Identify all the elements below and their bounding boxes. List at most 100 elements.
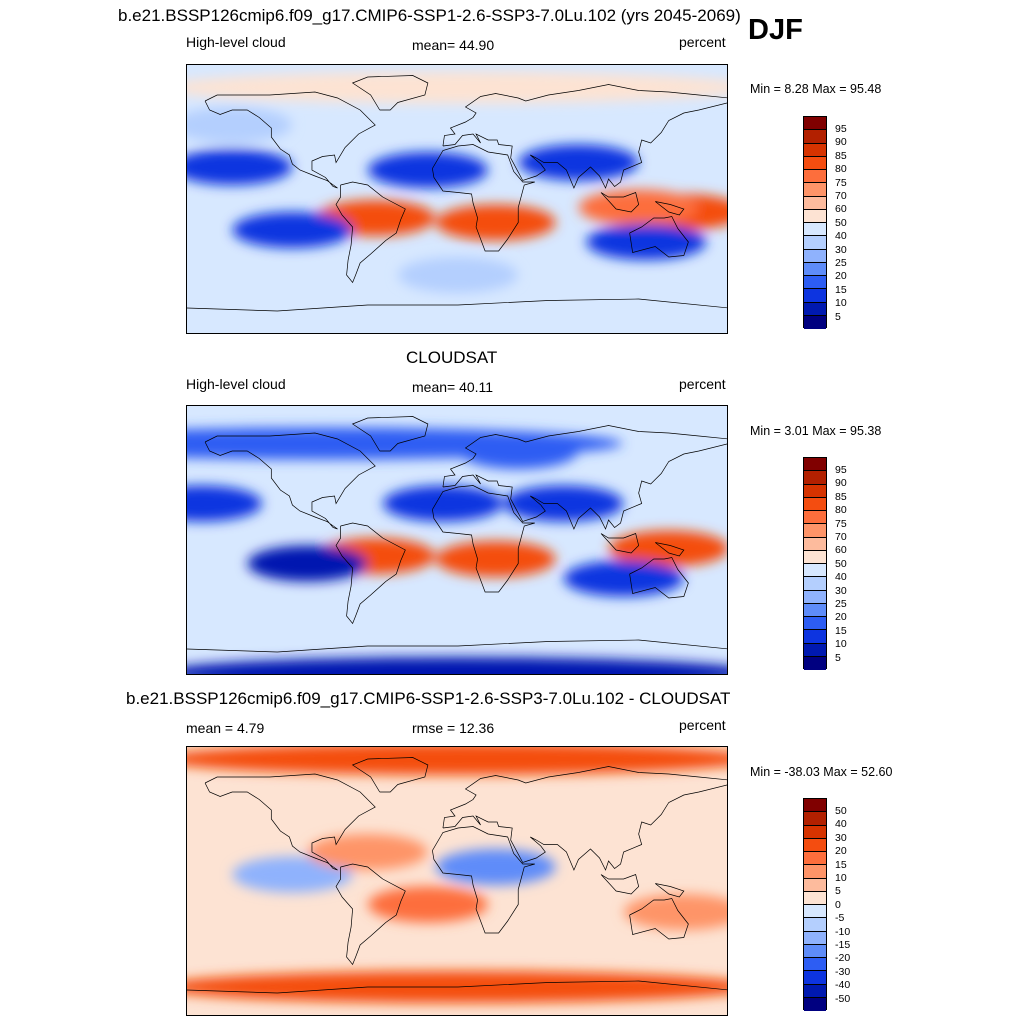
colorbar-tick-label: 95 — [835, 123, 847, 135]
panel-3-center-label: rmse = 12.36 — [412, 720, 495, 736]
colorbar-swatch — [804, 209, 826, 223]
coastline — [600, 192, 640, 213]
panel-2-right-label: percent — [679, 376, 726, 392]
colorbar-tick-label: 30 — [835, 831, 847, 844]
colorbar-swatch — [804, 799, 826, 813]
panel-3-minmax: Min = -38.03 Max = 52.60 — [750, 765, 893, 779]
colorbar-swatch — [804, 656, 826, 670]
field-anomaly — [232, 856, 353, 893]
coastline — [204, 432, 376, 530]
coastline — [655, 201, 685, 216]
coastline — [351, 757, 429, 793]
colorbar-tick-label: -10 — [835, 925, 851, 938]
coastline — [351, 416, 429, 452]
colorbar-swatch — [804, 537, 826, 551]
colorbar-swatch — [804, 471, 826, 485]
panel-3-colorbar — [803, 798, 827, 1011]
colorbar-swatch — [804, 289, 826, 303]
coastline — [655, 883, 685, 898]
colorbar-tick-label: 20 — [835, 611, 847, 624]
colorbar-swatch — [804, 971, 826, 985]
colorbar-swatch — [804, 117, 826, 131]
colorbar-tick-label: 80 — [835, 163, 847, 176]
coastline — [204, 773, 376, 871]
colorbar-swatch — [804, 891, 826, 905]
colorbar-swatch — [804, 511, 826, 525]
colorbar-swatch — [804, 878, 826, 892]
colorbar-tick-label: 60 — [835, 203, 847, 216]
field-anomaly — [232, 212, 353, 248]
coastline — [442, 425, 727, 530]
panel-2-center-label: mean= 40.11 — [412, 379, 494, 395]
colorbar-swatch — [804, 236, 826, 250]
field-anomaly — [307, 834, 428, 870]
coastline — [600, 874, 640, 895]
season-label: DJF — [748, 14, 803, 46]
field-anomaly — [367, 886, 488, 923]
field-map — [187, 747, 727, 1015]
colorbar-swatch — [804, 262, 826, 276]
colorbar-swatch — [804, 564, 826, 578]
field-anomaly — [563, 560, 684, 597]
coastline — [629, 557, 689, 599]
colorbar-swatch — [804, 812, 826, 826]
coastline — [204, 91, 376, 189]
colorbar-tick-label: 50 — [835, 216, 847, 229]
coastline — [629, 898, 689, 940]
coastline — [432, 485, 535, 593]
colorbar-swatch — [804, 497, 826, 511]
colorbar-tick-label: 70 — [835, 190, 847, 202]
colorbar-swatch — [804, 905, 826, 919]
colorbar-swatch — [804, 958, 826, 972]
panel-2-title: CLOUDSAT — [406, 348, 498, 367]
colorbar-swatch — [804, 603, 826, 617]
field-anomaly — [187, 485, 263, 522]
field-anomaly — [187, 71, 727, 104]
field-anomaly — [578, 189, 699, 226]
colorbar-tick-label: 10 — [835, 297, 847, 310]
panel-2-minmax: Min = 3.01 Max = 95.38 — [750, 424, 882, 438]
colorbar-tick-label: 85 — [835, 490, 847, 503]
panel-2-colorbar — [803, 457, 827, 670]
colorbar-tick-label: 90 — [835, 136, 847, 149]
colorbar-tick-label: -20 — [835, 952, 851, 965]
colorbar-tick-label: 75 — [835, 176, 847, 189]
colorbar-tick-label: 5 — [835, 651, 841, 664]
field-anomaly — [187, 657, 727, 674]
coastline — [351, 75, 429, 111]
colorbar-tick-label: 5 — [835, 310, 841, 323]
field-anomaly — [187, 149, 293, 185]
field-anomaly — [435, 849, 556, 885]
panel-1-colorbar — [803, 116, 827, 329]
field-anomaly — [435, 204, 556, 241]
field-anomaly — [398, 257, 518, 293]
field-anomaly — [435, 541, 556, 577]
colorbar-tick-label: 90 — [835, 477, 847, 490]
coastline — [442, 766, 727, 871]
colorbar-tick-label: 95 — [835, 464, 847, 476]
colorbar-tick-label: 40 — [835, 230, 847, 243]
colorbar-swatch — [804, 276, 826, 290]
colorbar-tick-label: 20 — [835, 270, 847, 283]
panel-3-right-label: percent — [679, 717, 726, 733]
colorbar-tick-label: 25 — [835, 257, 847, 269]
panel-3-left-label: mean = 4.79 — [186, 720, 265, 736]
field-map — [187, 65, 727, 333]
colorbar-tick-label: 30 — [835, 243, 847, 256]
colorbar-swatch — [804, 643, 826, 657]
panel-3-title: b.e21.BSSP126cmip6.f09_g17.CMIP6-SSP1-2.… — [126, 689, 731, 708]
colorbar-tick-label: 60 — [835, 544, 847, 557]
field-anomaly — [187, 747, 727, 775]
colorbar-tick-label: 5 — [835, 885, 841, 898]
colorbar-swatch — [804, 183, 826, 197]
colorbar-swatch — [804, 630, 826, 644]
colorbar-tick-label: 30 — [835, 584, 847, 597]
colorbar-swatch — [804, 838, 826, 852]
coastline — [655, 542, 685, 557]
colorbar-swatch — [804, 825, 826, 839]
colorbar-tick-label: 20 — [835, 845, 847, 858]
colorbar-tick-label: 15 — [835, 283, 847, 296]
panel-1-center-label: mean= 44.90 — [412, 37, 495, 53]
colorbar-tick-label: 70 — [835, 531, 847, 543]
colorbar-swatch — [804, 156, 826, 170]
